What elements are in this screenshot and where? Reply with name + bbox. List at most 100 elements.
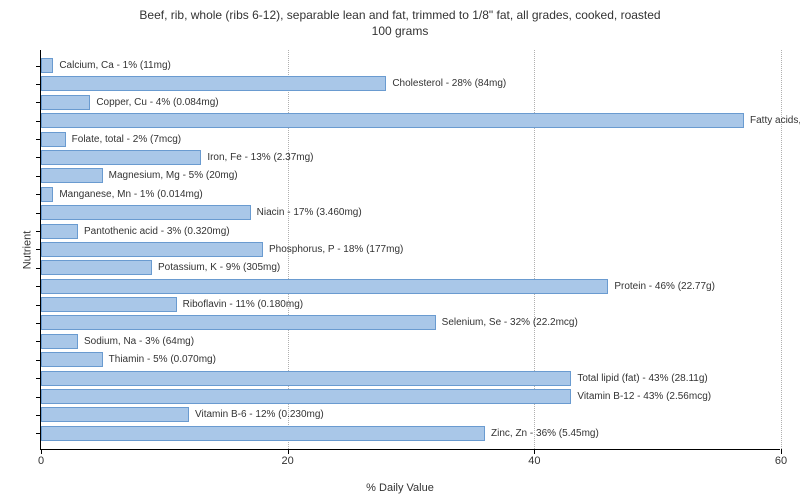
y-tick-mark — [36, 157, 41, 158]
x-tick-label: 20 — [273, 455, 303, 467]
x-tick-mark — [781, 449, 782, 454]
bar — [41, 95, 90, 110]
bar-label: Magnesium, Mg - 5% (20mg) — [109, 170, 238, 181]
bars-container: Calcium, Ca - 1% (11mg) Cholesterol - 28%… — [41, 58, 780, 441]
bar — [41, 352, 103, 367]
bar — [41, 76, 386, 91]
chart-title-line1: Beef, rib, whole (ribs 6-12), separable … — [139, 8, 660, 22]
y-tick-mark — [36, 249, 41, 250]
bar-row: Magnesium, Mg - 5% (20mg) — [41, 168, 780, 183]
x-tick-label: 40 — [519, 455, 549, 467]
x-tick-mark — [41, 449, 42, 454]
bar-label: Manganese, Mn - 1% (0.014mg) — [59, 189, 202, 200]
bar-label: Zinc, Zn - 36% (5.45mg) — [491, 428, 599, 439]
bar-label: Pantothenic acid - 3% (0.320mg) — [84, 226, 230, 237]
gridline — [781, 50, 782, 449]
bar-label: Niacin - 17% (3.460mg) — [257, 207, 362, 218]
bar-row: Copper, Cu - 4% (0.084mg) — [41, 95, 780, 110]
bar-row: Manganese, Mn - 1% (0.014mg) — [41, 187, 780, 202]
y-tick-mark — [36, 176, 41, 177]
bar-row: Vitamin B-6 - 12% (0.230mg) — [41, 407, 780, 422]
y-tick-mark — [36, 305, 41, 306]
bar-row: Sodium, Na - 3% (64mg) — [41, 334, 780, 349]
bar-row: Folate, total - 2% (7mcg) — [41, 132, 780, 147]
y-tick-mark — [36, 139, 41, 140]
bar — [41, 279, 608, 294]
bar-row: Vitamin B-12 - 43% (2.56mcg) — [41, 389, 780, 404]
bar-label: Vitamin B-6 - 12% (0.230mg) — [195, 409, 324, 420]
bar-label: Selenium, Se - 32% (22.2mcg) — [442, 317, 578, 328]
bar-row: Riboflavin - 11% (0.180mg) — [41, 297, 780, 312]
bar-row: Pantothenic acid - 3% (0.320mg) — [41, 224, 780, 239]
bar — [41, 150, 201, 165]
bar-label: Riboflavin - 11% (0.180mg) — [183, 299, 303, 310]
y-tick-mark — [36, 102, 41, 103]
y-tick-mark — [36, 415, 41, 416]
bar-label: Vitamin B-12 - 43% (2.56mcg) — [577, 391, 711, 402]
y-tick-mark — [36, 66, 41, 67]
bar — [41, 58, 53, 73]
bar-row: Potassium, K - 9% (305mg) — [41, 260, 780, 275]
bar-row: Niacin - 17% (3.460mg) — [41, 205, 780, 220]
bar — [41, 426, 485, 441]
bar — [41, 260, 152, 275]
bar-row: Protein - 46% (22.77g) — [41, 279, 780, 294]
bar — [41, 242, 263, 257]
bar — [41, 334, 78, 349]
bar-label: Copper, Cu - 4% (0.084mg) — [96, 97, 218, 108]
bar-row: Fatty acids, total saturated - 57% (11.3… — [41, 113, 780, 128]
bar-row: Cholesterol - 28% (84mg) — [41, 76, 780, 91]
bar-row: Total lipid (fat) - 43% (28.11g) — [41, 371, 780, 386]
bar-label: Calcium, Ca - 1% (11mg) — [59, 60, 171, 71]
chart-title-line2: 100 grams — [372, 24, 429, 38]
bar — [41, 205, 251, 220]
bar — [41, 168, 103, 183]
bar — [41, 315, 436, 330]
y-tick-mark — [36, 194, 41, 195]
y-tick-mark — [36, 433, 41, 434]
bar — [41, 224, 78, 239]
y-tick-mark — [36, 213, 41, 214]
bar-label: Protein - 46% (22.77g) — [614, 281, 715, 292]
nutrient-chart: Beef, rib, whole (ribs 6-12), separable … — [0, 0, 800, 500]
bar — [41, 187, 53, 202]
x-tick-label: 60 — [766, 455, 796, 467]
bar-label: Potassium, K - 9% (305mg) — [158, 262, 280, 273]
x-tick-mark — [288, 449, 289, 454]
bar-label: Total lipid (fat) - 43% (28.11g) — [577, 373, 707, 384]
y-tick-mark — [36, 286, 41, 287]
y-axis-title: Nutrient — [21, 231, 33, 270]
x-axis-title: % Daily Value — [366, 482, 434, 494]
y-tick-mark — [36, 397, 41, 398]
bar-label: Phosphorus, P - 18% (177mg) — [269, 244, 403, 255]
chart-title: Beef, rib, whole (ribs 6-12), separable … — [0, 0, 800, 39]
bar — [41, 297, 177, 312]
bar — [41, 371, 571, 386]
bar-row: Iron, Fe - 13% (2.37mg) — [41, 150, 780, 165]
bar — [41, 113, 744, 128]
bar-label: Sodium, Na - 3% (64mg) — [84, 336, 194, 347]
bar — [41, 132, 66, 147]
bar-label: Cholesterol - 28% (84mg) — [392, 78, 506, 89]
bar-row: Zinc, Zn - 36% (5.45mg) — [41, 426, 780, 441]
bar-label: Iron, Fe - 13% (2.37mg) — [207, 152, 313, 163]
y-tick-mark — [36, 268, 41, 269]
bar-label: Fatty acids, total saturated - 57% (11.3… — [750, 115, 800, 126]
bar-row: Phosphorus, P - 18% (177mg) — [41, 242, 780, 257]
bar — [41, 407, 189, 422]
bar-row: Calcium, Ca - 1% (11mg) — [41, 58, 780, 73]
x-tick-label: 0 — [26, 455, 56, 467]
y-tick-mark — [36, 121, 41, 122]
plot-area: 0204060 Calcium, Ca - 1% (11mg)Cholester… — [40, 50, 780, 450]
y-tick-mark — [36, 360, 41, 361]
bar — [41, 389, 571, 404]
bar-row: Thiamin - 5% (0.070mg) — [41, 352, 780, 367]
bar-label: Thiamin - 5% (0.070mg) — [109, 354, 216, 365]
y-tick-mark — [36, 231, 41, 232]
bar-row: Selenium, Se - 32% (22.2mcg) — [41, 315, 780, 330]
y-tick-mark — [36, 323, 41, 324]
y-tick-mark — [36, 341, 41, 342]
y-tick-mark — [36, 378, 41, 379]
bar-label: Folate, total - 2% (7mcg) — [72, 134, 181, 145]
x-tick-mark — [534, 449, 535, 454]
